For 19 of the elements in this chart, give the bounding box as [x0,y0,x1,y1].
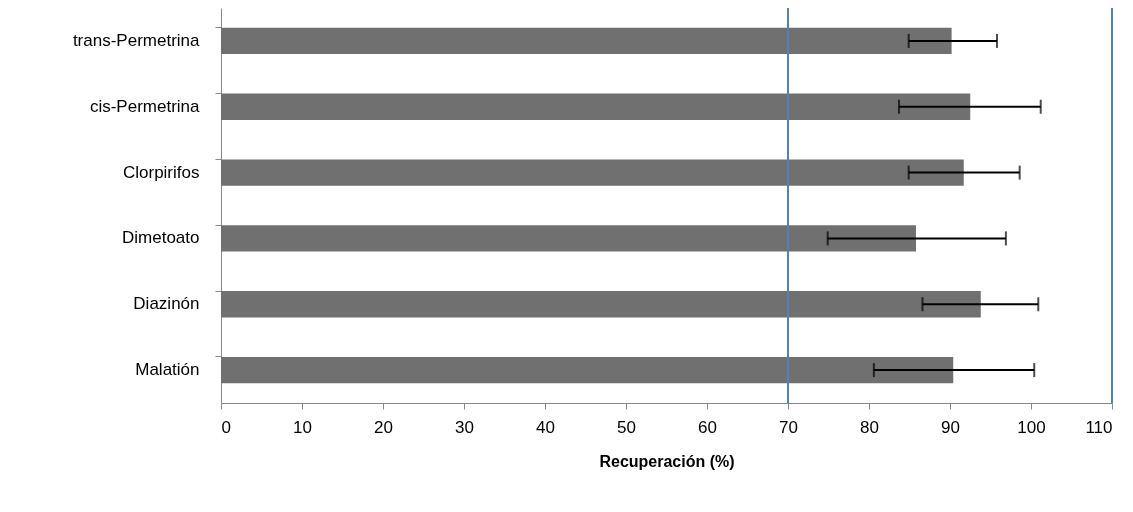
y-tick-label: Clorpirifos [122,162,200,182]
x-tick-label: 10 [293,417,312,437]
x-axis-title: Recuperación (%) [599,452,735,470]
y-tick-label: Malatión [135,360,200,380]
x-tick-label: 30 [455,417,474,437]
x-tick-label: 70 [779,417,798,437]
x-tick-label: 0 [221,417,231,437]
x-tick-label: 20 [374,417,393,437]
x-tick-label: 60 [698,417,717,437]
x-tick-label: 50 [617,417,636,437]
y-tick-label: Dimetoato [122,228,200,248]
x-tick-label: 100 [1017,417,1046,437]
x-tick-label: 90 [941,417,960,437]
y-tick-label: Diazinón [133,294,200,314]
x-tick-label: 110 [1085,417,1113,437]
x-tick-label: 80 [860,417,879,437]
y-tick-label: cis-Permetrina [89,96,201,116]
x-tick-label: 40 [536,417,555,437]
y-tick-label: trans-Permetrina [72,30,201,50]
